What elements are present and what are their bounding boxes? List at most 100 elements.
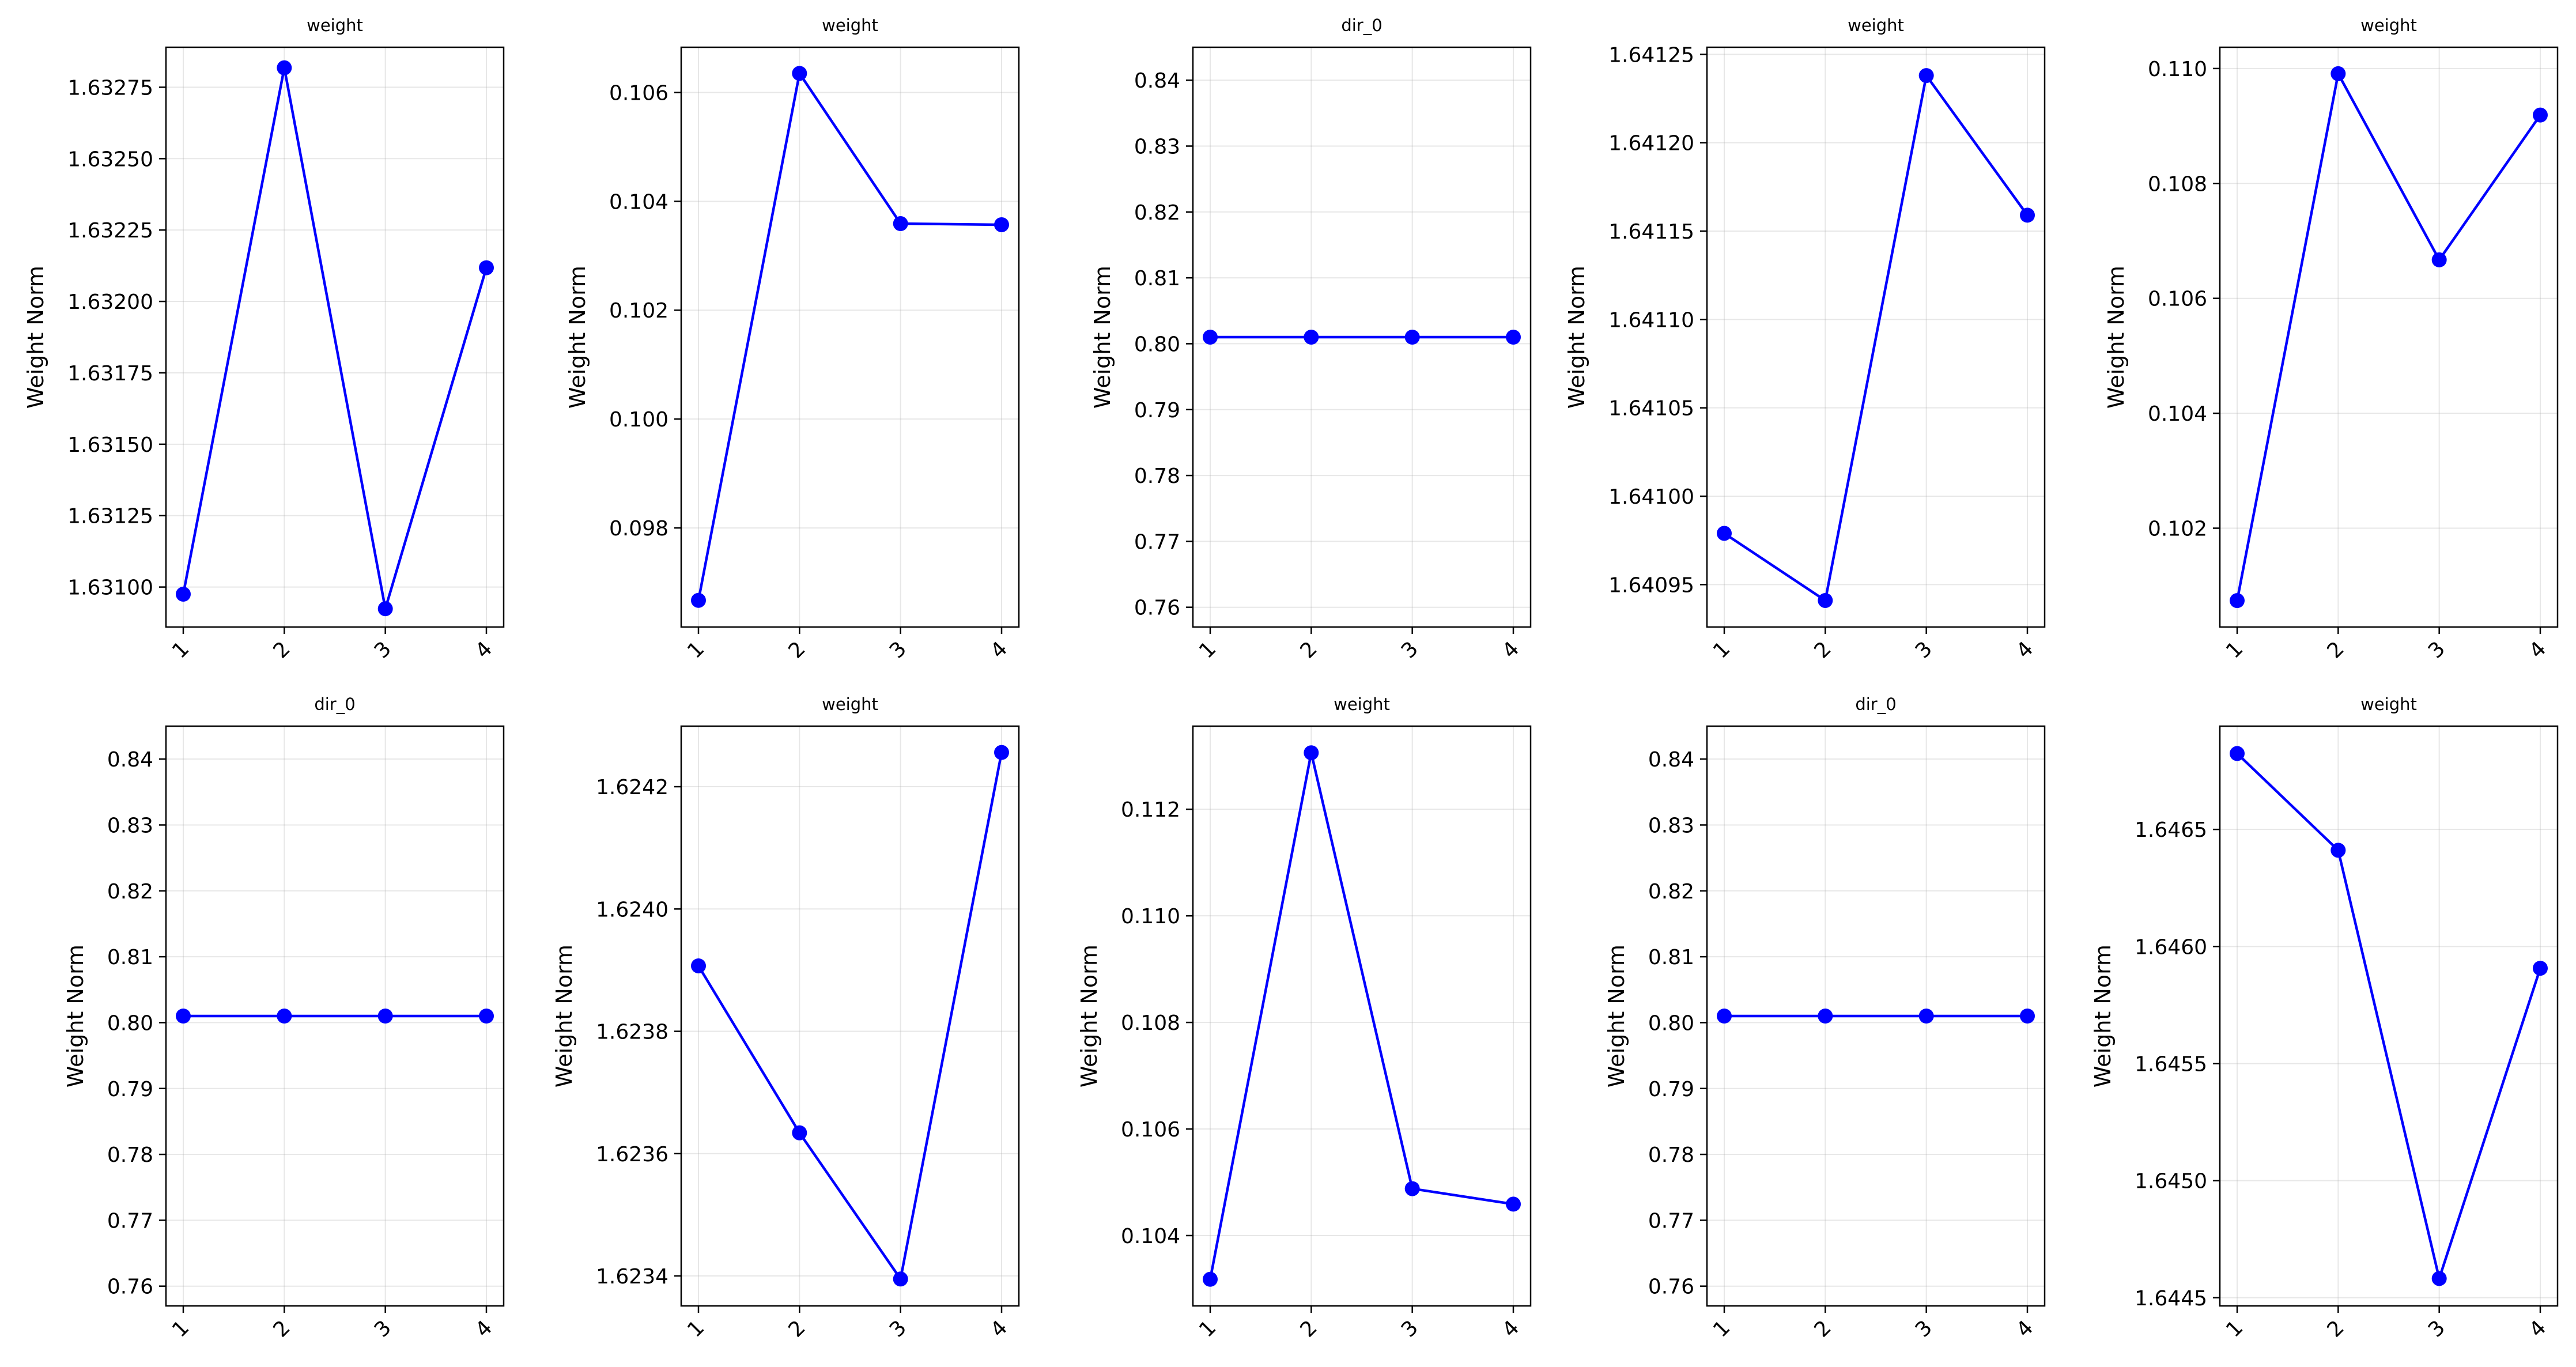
subplot-2: 0.098 0.100 0.102 0.104 0.106 1 2 3 4 weight Weigh… [565,16,1020,663]
data-point [2230,746,2245,761]
subplot-5: 0.102 0.104 0.106 0.108 0.110 1 2 3 4 weight Weigh… [2103,16,2559,663]
series-line [697,72,1002,601]
data-point [691,958,706,973]
subplot-title: weight [307,16,363,35]
subplot-title: dir_0 [314,694,355,714]
y-tick-label: 1.64110 [1608,308,1694,332]
x-tick-label: 4 [1498,637,1524,663]
data-point [1304,745,1319,761]
x-tick-label: 3 [1397,1316,1423,1342]
subplot-3: 0.76 0.77 0.78 0.79 0.80 0.81 0.82 0.83 0.84 1 2 3 4… [1090,16,1532,663]
subplot-title: weight [822,16,878,35]
data-point [2230,593,2245,609]
subplot-title: weight [1848,16,1904,35]
grid [1193,726,1531,1306]
y-tick-label: 0.78 [1134,465,1180,488]
y-tick-label: 1.64105 [1608,397,1694,421]
x-tick-label: 1 [1195,1316,1221,1342]
y-tick-label: 0.77 [107,1209,153,1233]
data-point [1818,1009,1833,1024]
x-tick-label: 1 [168,1316,194,1342]
x-tick-label: 4 [2525,1316,2551,1342]
data-point [1506,1196,1521,1212]
x-tick-label: 3 [1911,1316,1937,1342]
x-tick-label: 1 [2222,1316,2248,1342]
series-line [1208,751,1514,1280]
plot-frame [680,725,1020,1307]
plot-frame [2219,725,2559,1307]
y-tick-label: 0.110 [1121,905,1180,928]
y-tick-label: 0.098 [609,517,668,541]
data-point [1717,1009,1732,1024]
y-tick-label: 0.80 [1648,1011,1694,1035]
y-tick-label: 0.83 [1134,135,1180,158]
y-axis-title: Weight Norm [1090,266,1115,409]
x-tick-label: 1 [683,637,709,663]
y-tick-label: 1.6450 [2135,1170,2207,1194]
y-tick-label: 1.6455 [2135,1052,2207,1076]
x-tick-label: 3 [2424,637,2450,663]
subplot-title: dir_0 [1855,694,1896,714]
x-tick-label: 4 [471,637,497,663]
data-point [2533,107,2548,123]
data-point [479,260,494,275]
x-tick-label: 4 [2525,637,2551,663]
x-tick-label: 4 [2012,637,2038,663]
data-point [691,592,706,608]
y-tick-label: 0.81 [107,946,153,969]
y-tick-label: 1.63150 [67,433,153,457]
y-tick-label: 0.104 [609,190,668,214]
y-tick-label: 1.6242 [596,776,668,799]
x-tick-label: 2 [1810,637,1836,663]
y-tick-label: 0.102 [609,299,668,323]
data-point [792,1125,807,1141]
subplot-6: 0.76 0.77 0.78 0.79 0.80 0.81 0.82 0.83 0.84 1 2 3 4… [63,694,505,1342]
subplot-title: weight [1334,694,1390,714]
x-tick-label: 2 [1296,637,1322,663]
data-point [994,217,1009,232]
y-tick-label: 0.81 [1648,946,1694,969]
data-point [377,1009,393,1024]
data-point [893,1271,908,1287]
plot-frame [165,46,505,628]
x-tick-label: 1 [1709,1316,1735,1342]
x-tick-label: 2 [2323,1316,2349,1342]
plot-frame [2219,46,2559,628]
y-tick-label: 1.6240 [596,898,668,922]
y-tick-label: 0.83 [107,814,153,837]
data-point [377,601,393,617]
y-tick-label: 0.81 [1134,267,1180,290]
y-tick-label: 0.112 [1121,798,1180,822]
data-point [1818,592,1833,608]
y-tick-label: 0.77 [1134,530,1180,554]
y-tick-label: 0.104 [2148,402,2207,426]
series-line [2236,752,2542,1280]
y-tick-label: 0.77 [1648,1209,1694,1233]
data-point [1203,1271,1218,1287]
grid [681,47,1019,627]
y-tick-label: 0.102 [2148,518,2207,541]
y-tick-label: 0.76 [1134,596,1180,620]
data-point [1304,330,1319,345]
y-tick-label: 0.82 [1648,880,1694,904]
x-tick-label: 1 [683,1316,709,1342]
subplot-4: 1.64095 1.64100 1.64105 1.64110 1.64115 1.641… [1564,16,2046,663]
data-point [277,1009,292,1024]
x-tick-label: 3 [1397,637,1423,663]
data-point [893,216,908,232]
y-tick-label: 0.104 [1121,1225,1180,1248]
data-point [1918,68,1934,84]
plot-frame [680,46,1020,628]
subplot-title: dir_0 [1341,16,1382,35]
y-axis-title: Weight Norm [63,945,88,1087]
data-point [1203,330,1218,345]
plot-frame [1706,725,2046,1307]
subplot-9: 0.76 0.77 0.78 0.79 0.80 0.81 0.82 0.83 0.84 1 2 3 4… [1604,694,2046,1342]
x-tick-label: 4 [2012,1316,2038,1342]
x-tick-label: 2 [2323,637,2349,663]
data-point [479,1009,494,1024]
y-tick-label: 0.79 [1134,399,1180,422]
plot-frame [165,725,505,1307]
y-axis-title: Weight Norm [2103,266,2129,409]
y-tick-label: 0.83 [1648,814,1694,837]
